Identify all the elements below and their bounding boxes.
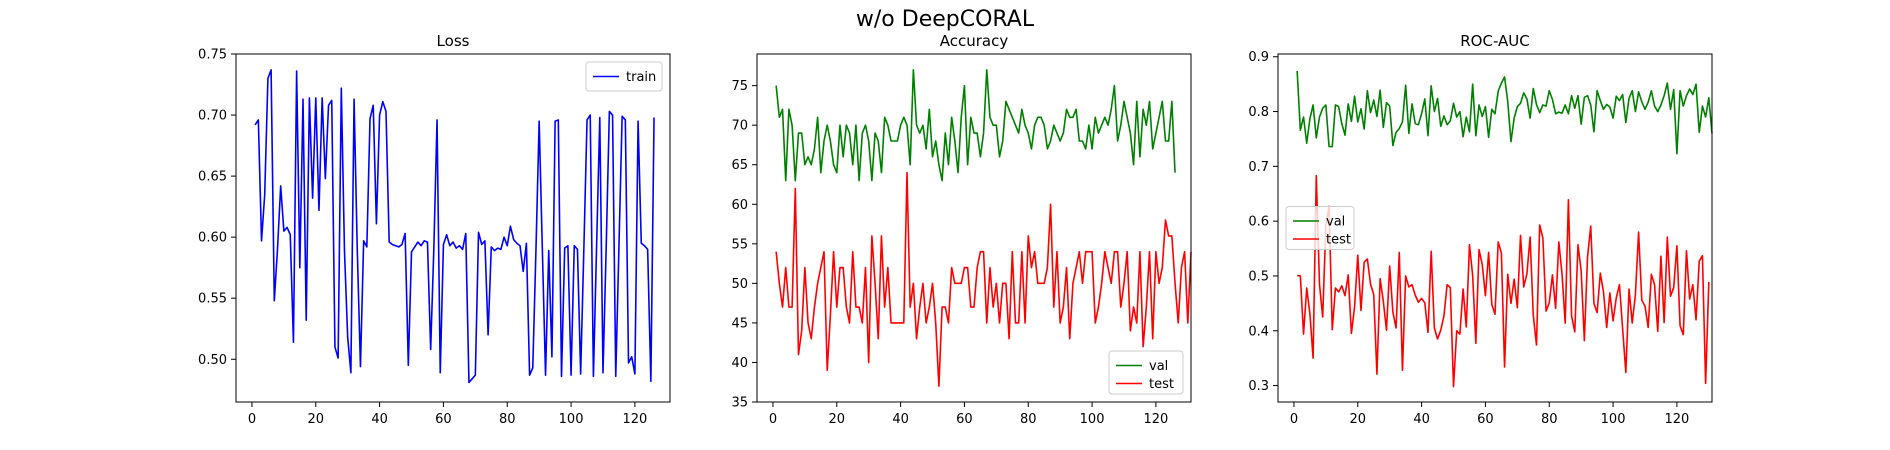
x-tick-label: 120 bbox=[1664, 412, 1689, 427]
legend-label-test: test bbox=[1149, 377, 1174, 392]
subplot-1: Accuracy 0 20 40 60 80 100 120 35 40 45 50 55 60 65 70 7… bbox=[731, 32, 1192, 427]
x-tick-label: 60 bbox=[435, 412, 452, 427]
y-tick-label: 65 bbox=[731, 158, 748, 173]
series-line-test bbox=[775, 171, 1192, 387]
y-tick-label: 0.8 bbox=[1248, 105, 1269, 120]
y-tick-label: 40 bbox=[731, 356, 748, 371]
x-tick-label: 60 bbox=[956, 412, 973, 427]
y-tick-label: 0.6 bbox=[1248, 215, 1269, 230]
legend-label-train: train bbox=[626, 70, 656, 85]
x-tick-label: 80 bbox=[1020, 412, 1037, 427]
series-line-val bbox=[1296, 70, 1713, 155]
subplot-0: Loss 0 20 40 60 80 100 120 0.50 0.55 0.60 0.65 0.70 0… bbox=[198, 32, 671, 427]
axes-frame bbox=[235, 53, 671, 403]
y-tick-label: 55 bbox=[731, 237, 748, 252]
axes-frame bbox=[1277, 53, 1713, 403]
legend-label-test: test bbox=[1326, 233, 1351, 248]
x-tick-label: 20 bbox=[1350, 412, 1367, 427]
series-line-val bbox=[775, 69, 1176, 182]
y-tick-label: 0.5 bbox=[1248, 269, 1269, 284]
legend: train bbox=[585, 61, 663, 92]
y-tick-label: 35 bbox=[731, 396, 748, 411]
y-tick-label: 0.65 bbox=[198, 170, 227, 185]
x-tick-label: 0 bbox=[769, 412, 777, 427]
y-tick-label: 0.3 bbox=[1248, 379, 1269, 394]
subplot-2: ROC-AUC 0 20 40 60 80 100 120 0.3 0.4 0.5 0.6 0.7 0.8… bbox=[1248, 32, 1713, 427]
y-tick-label: 0.60 bbox=[198, 231, 227, 246]
x-tick-label: 100 bbox=[559, 412, 584, 427]
series-line-train bbox=[254, 69, 655, 384]
x-tick-label: 40 bbox=[892, 412, 909, 427]
x-tick-label: 0 bbox=[248, 412, 256, 427]
y-tick-label: 0.4 bbox=[1248, 324, 1269, 339]
y-tick-label: 0.7 bbox=[1248, 160, 1269, 175]
y-tick-label: 50 bbox=[731, 277, 748, 292]
legend: val test bbox=[1108, 350, 1184, 395]
x-tick-label: 120 bbox=[1143, 412, 1168, 427]
x-tick-label: 60 bbox=[1477, 412, 1494, 427]
series-line-test bbox=[1297, 174, 1710, 388]
legend-box bbox=[585, 61, 663, 92]
x-tick-label: 40 bbox=[371, 412, 388, 427]
axes-frame bbox=[756, 53, 1192, 403]
x-tick-label: 0 bbox=[1290, 412, 1298, 427]
subplot-title: Accuracy bbox=[940, 32, 1009, 50]
y-tick-label: 0.75 bbox=[198, 48, 227, 63]
y-tick-label: 0.9 bbox=[1248, 50, 1269, 65]
legend-label-val: val bbox=[1326, 215, 1345, 230]
figure-title: w/o DeepCORAL bbox=[856, 7, 1035, 32]
x-tick-label: 100 bbox=[1080, 412, 1105, 427]
x-tick-label: 20 bbox=[308, 412, 325, 427]
x-tick-label: 40 bbox=[1413, 412, 1430, 427]
x-tick-label: 80 bbox=[499, 412, 516, 427]
y-tick-label: 45 bbox=[731, 316, 748, 331]
legend: val test bbox=[1285, 206, 1355, 250]
x-tick-label: 100 bbox=[1601, 412, 1626, 427]
y-tick-label: 70 bbox=[731, 119, 748, 134]
y-tick-label: 0.55 bbox=[198, 292, 227, 307]
subplot-title: ROC-AUC bbox=[1460, 32, 1530, 50]
y-tick-label: 0.70 bbox=[198, 109, 227, 124]
y-tick-label: 75 bbox=[731, 79, 748, 94]
x-tick-label: 80 bbox=[1541, 412, 1558, 427]
y-tick-label: 0.50 bbox=[198, 353, 227, 368]
y-tick-label: 60 bbox=[731, 198, 748, 213]
x-tick-label: 120 bbox=[622, 412, 647, 427]
subplot-title: Loss bbox=[437, 32, 470, 50]
x-tick-label: 20 bbox=[829, 412, 846, 427]
legend-label-val: val bbox=[1149, 359, 1168, 374]
